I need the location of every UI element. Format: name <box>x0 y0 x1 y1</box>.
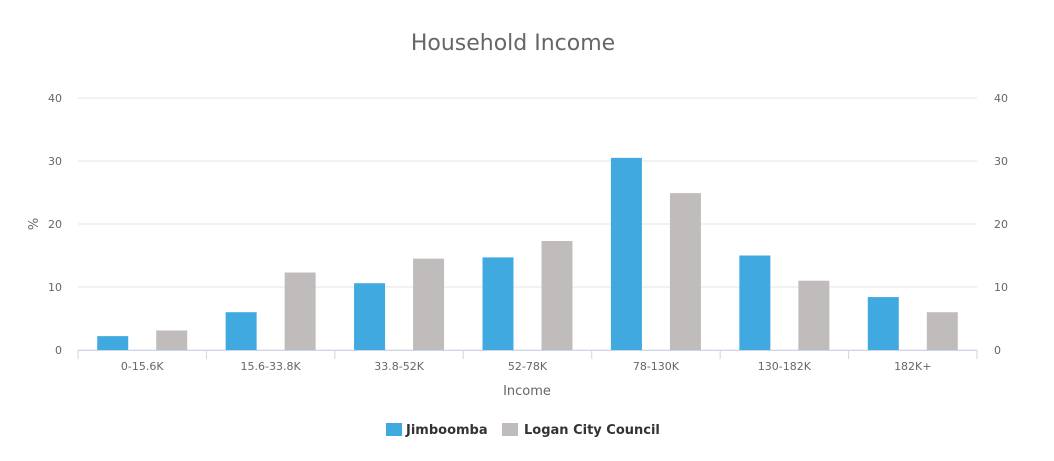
x-tick-label: 33.8-52K <box>374 360 424 373</box>
y-axis-right: 0 10 20 30 40 <box>994 92 1008 357</box>
legend-label-logan-city-council: Logan City Council <box>524 423 660 438</box>
x-axis-label: Income <box>503 384 551 399</box>
x-tick-label: 0-15.6K <box>121 360 164 373</box>
chart-title: Household Income <box>411 31 615 56</box>
y-tick-label-right: 20 <box>994 218 1008 231</box>
bar-jimboomba <box>354 283 386 350</box>
y-tick-label-left: 10 <box>48 281 62 294</box>
bar-jimboomba <box>739 255 771 350</box>
y-tick-label-right: 0 <box>994 344 1001 357</box>
y-tick-label-right: 30 <box>994 155 1008 168</box>
y-axis-label: % <box>27 218 42 230</box>
y-tick-label-left: 40 <box>48 92 62 105</box>
y-tick-label-right: 10 <box>994 281 1008 294</box>
y-tick-label-left: 20 <box>48 218 62 231</box>
y-tick-label-left: 30 <box>48 155 62 168</box>
bars <box>97 157 958 350</box>
bar-jimboomba <box>867 297 899 350</box>
x-tick-label: 15.6-33.8K <box>241 360 302 373</box>
bar-jimboomba <box>610 157 642 350</box>
x-tick-label: 78-130K <box>633 360 680 373</box>
y-tick-label-right: 40 <box>994 92 1008 105</box>
bar-logan-city-council <box>926 312 958 350</box>
legend-swatch-logan-city-council <box>502 423 518 436</box>
bar-logan-city-council <box>669 193 701 350</box>
bar-jimboomba <box>97 336 129 350</box>
bar-jimboomba <box>225 312 257 350</box>
x-tick-label: 130-182K <box>758 360 812 373</box>
grid-lines <box>78 97 977 351</box>
bar-logan-city-council <box>413 258 445 350</box>
bar-logan-city-council <box>284 272 316 350</box>
x-tick-label: 182K+ <box>894 360 931 373</box>
legend-label-jimboomba: Jimboomba <box>405 423 488 438</box>
bar-logan-city-council <box>798 280 830 350</box>
x-tick-label: 52-78K <box>508 360 548 373</box>
legend: Jimboomba Logan City Council <box>386 423 660 438</box>
x-axis: 0-15.6K 15.6-33.8K 33.8-52K 52-78K 78-130K 13… <box>77 350 978 373</box>
bar-logan-city-council <box>541 241 573 350</box>
bar-logan-city-council <box>156 330 188 350</box>
legend-swatch-jimboomba <box>386 423 402 436</box>
y-axis-left: 0 10 20 30 40 <box>48 92 62 357</box>
bar-jimboomba <box>482 257 514 350</box>
y-tick-label-left: 0 <box>55 344 62 357</box>
